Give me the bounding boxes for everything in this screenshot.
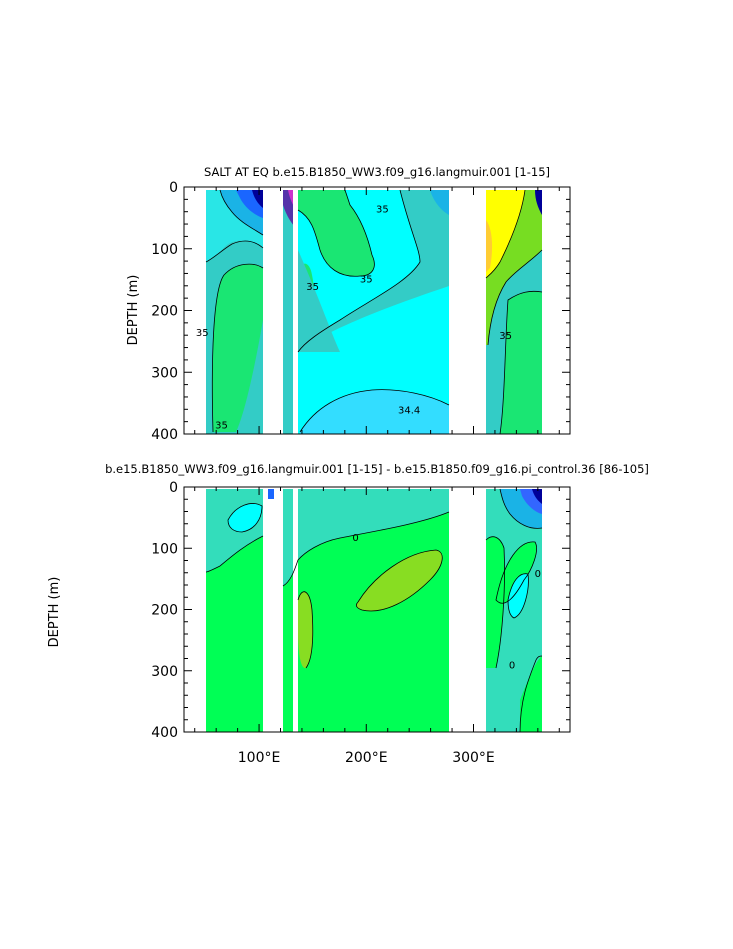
top-atlantic-deep-lobe	[500, 291, 542, 434]
top-contour-lines	[205, 189, 543, 434]
top-contour-label: 35	[360, 274, 373, 285]
bottom-gap-2	[293, 487, 298, 732]
top-x-ticks	[194, 187, 560, 434]
bottom-contour-label: 0	[535, 569, 541, 580]
bottom-pacific-upper	[283, 489, 449, 586]
bottom-y-ticks: 0 100 200 300 400	[151, 480, 570, 741]
bottom-panel-title: b.e15.B1850_WW3.f09_g16.langmuir.001 [1-…	[105, 462, 649, 476]
top-atlantic-yellow	[486, 190, 525, 278]
top-contour-label: 35	[306, 282, 319, 293]
bottom-west-pocket	[228, 503, 262, 532]
bottom-x-tick-label: 100°E	[238, 750, 281, 766]
bottom-y-tick-label: 400	[151, 725, 178, 741]
top-gap-3	[449, 187, 486, 434]
top-y-tick-label: 300	[151, 365, 178, 381]
top-west-salty-lobe	[212, 264, 263, 432]
top-panel-title: SALT AT EQ b.e15.B1850_WW3.f09_g16.langm…	[204, 165, 550, 179]
bottom-contour-label: 0	[509, 661, 515, 672]
top-west-deep-core	[252, 190, 263, 208]
top-contour-label: 35	[215, 421, 228, 432]
top-contour-labels: 35 35 35 35 35 34.4 35	[196, 205, 512, 432]
bottom-contour-labels: 0 0 0	[352, 533, 541, 671]
bottom-gap-1	[263, 487, 283, 732]
bottom-pacific-salty-oval	[356, 550, 443, 611]
bottom-x-tick-label: 200°E	[345, 750, 388, 766]
top-atlantic-east-core	[535, 190, 542, 215]
bottom-atlantic-mid-lobe	[496, 541, 537, 604]
bottom-atlantic-west-lobe	[486, 536, 505, 668]
top-gap-1	[263, 187, 283, 434]
top-y-tick-label: 100	[151, 242, 178, 258]
bottom-x-tick-label: 300°E	[452, 750, 495, 766]
bottom-contour-label: 0	[352, 533, 358, 544]
bottom-pacific-small-lobe	[298, 591, 313, 669]
bottom-gap-blue-mark	[268, 489, 274, 499]
top-strip-1	[283, 190, 293, 434]
top-pacific-deep-fresh	[300, 389, 449, 434]
top-pacific-salty-tongue	[298, 190, 375, 277]
top-contour-field	[184, 187, 570, 434]
bottom-contour-field	[184, 487, 570, 732]
top-pacific-ne-wedge	[298, 190, 449, 352]
bottom-gap-surface	[184, 487, 570, 489]
top-y-axis-label: DEPTH (m)	[126, 275, 141, 346]
top-y-tick-label: 0	[169, 180, 178, 196]
bottom-y-tick-label: 100	[151, 541, 178, 557]
bottom-x-ticks: 100°E 200°E 300°E	[194, 487, 560, 766]
top-contour-label: 35	[196, 328, 209, 339]
bottom-panel: b.e15.B1850_WW3.f09_g16.langmuir.001 [1-…	[47, 462, 649, 766]
bottom-contour-lines	[205, 488, 543, 732]
top-contour-label: 35	[499, 331, 512, 342]
top-contour-label: 35	[376, 205, 389, 216]
top-y-ticks: 0 100 200 300 400	[151, 180, 570, 443]
top-pacific-east-fresh	[430, 190, 449, 215]
top-y-tick-label: 200	[151, 304, 178, 320]
bottom-gap-3	[449, 487, 486, 732]
top-atlantic-orange	[486, 220, 493, 272]
bottom-y-tick-label: 0	[169, 480, 178, 496]
bottom-y-axis-label: DEPTH (m)	[47, 577, 62, 648]
top-gap-surface	[184, 187, 570, 190]
bottom-atlantic-core-dark	[532, 489, 542, 504]
top-gap-2	[293, 187, 298, 434]
bottom-y-tick-label: 200	[151, 603, 178, 619]
bottom-atlantic-deep	[520, 656, 542, 732]
top-panel: SALT AT EQ b.e15.B1850_WW3.f09_g16.langm…	[126, 165, 571, 443]
top-pacific-west-mid	[298, 250, 340, 352]
top-y-tick-label: 400	[151, 427, 178, 443]
top-contour-label: 34.4	[398, 405, 420, 416]
bottom-y-tick-label: 300	[151, 664, 178, 680]
